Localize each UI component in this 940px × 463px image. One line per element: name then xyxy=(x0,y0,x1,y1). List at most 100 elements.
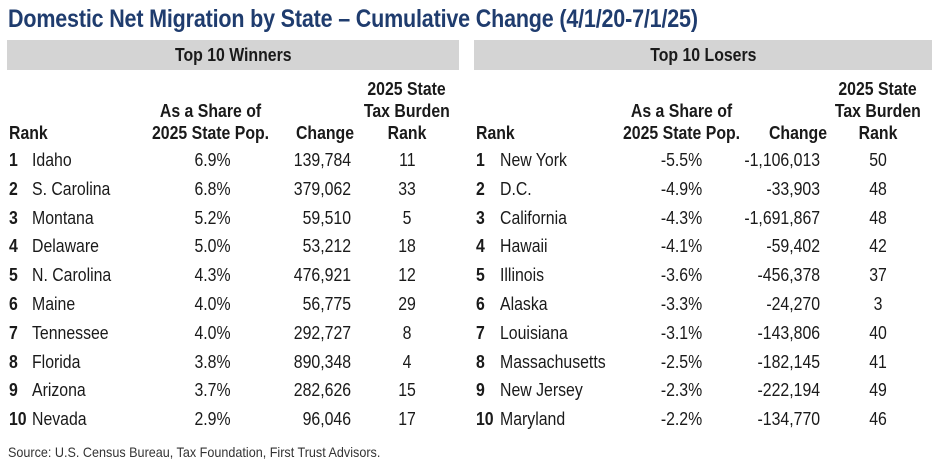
table-row: 4 Delaware 5.0% 53,212 18 xyxy=(7,232,459,261)
tax-cell: 46 xyxy=(869,409,887,430)
state-cell: Tennessee xyxy=(32,322,109,343)
rank-cell: 1 xyxy=(476,150,485,170)
rank-header: Rank xyxy=(476,123,515,143)
tax-cell: 18 xyxy=(398,236,416,257)
rank-cell: 3 xyxy=(9,207,18,228)
table-row: 1 New York -5.5% -1,106,013 50 xyxy=(474,146,932,175)
state-cell: Maryland xyxy=(500,409,566,430)
table-row: 6 Alaska -3.3% -24,270 3 xyxy=(474,290,932,319)
tax-cell: 42 xyxy=(869,236,887,257)
tax-cell: 12 xyxy=(398,265,416,286)
table-row: 8 Florida 3.8% 890,348 4 xyxy=(7,348,459,377)
state-cell: New York xyxy=(500,150,567,170)
share-cell: -5.5% xyxy=(661,150,703,170)
tax-cell: 3 xyxy=(873,293,883,314)
tax-cell: 5 xyxy=(402,207,412,228)
change-cell: 139,784 xyxy=(293,150,351,170)
change-cell: -182,145 xyxy=(757,351,820,372)
state-cell: Delaware xyxy=(32,236,99,257)
state-cell: Illinois xyxy=(500,265,545,286)
change-cell: 53,212 xyxy=(302,236,351,257)
change-cell: -143,806 xyxy=(757,322,820,343)
table-row: 7 Tennessee 4.0% 292,727 8 xyxy=(7,319,459,348)
tax-cell: 40 xyxy=(869,322,887,343)
tax-rank-header: 2025 State Tax Burden Rank xyxy=(835,79,921,143)
change-cell: 379,062 xyxy=(293,178,351,199)
losers-header: Top 10 Losers xyxy=(474,40,932,70)
share-cell: 4.3% xyxy=(194,265,232,286)
tax-cell: 8 xyxy=(402,322,412,343)
state-cell: Montana xyxy=(32,207,94,228)
change-cell: -134,770 xyxy=(757,409,820,430)
table-row: 2 S. Carolina 6.8% 379,062 33 xyxy=(7,175,459,204)
losers-title: Top 10 Losers xyxy=(649,45,757,65)
share-cell: 5.2% xyxy=(194,207,232,228)
state-cell: D.C. xyxy=(500,178,532,199)
change-cell: -1,106,013 xyxy=(744,150,820,170)
change-cell: 476,921 xyxy=(293,265,351,286)
rank-cell: 8 xyxy=(9,351,18,372)
share-cell: -4.3% xyxy=(661,207,703,228)
table-row: 1 Idaho 6.9% 139,784 11 xyxy=(7,146,459,175)
tax-cell: 33 xyxy=(398,178,416,199)
tax-cell: 48 xyxy=(869,178,887,199)
change-cell: -456,378 xyxy=(757,265,820,286)
rank-cell: 10 xyxy=(476,409,494,430)
table-row: 10 Nevada 2.9% 96,046 17 xyxy=(7,405,459,434)
change-cell: -59,402 xyxy=(766,236,820,257)
table-row: 8 Massachusetts -2.5% -182,145 41 xyxy=(474,348,932,377)
table-row: 5 N. Carolina 4.3% 476,921 12 xyxy=(7,261,459,290)
share-cell: 6.8% xyxy=(194,178,232,199)
change-cell: 292,727 xyxy=(293,322,351,343)
rank-cell: 6 xyxy=(9,293,18,314)
losers-table: Top 10 Losers Rank As a Share of 2025 St… xyxy=(474,40,932,440)
share-cell: 3.7% xyxy=(194,380,232,401)
rank-cell: 10 xyxy=(9,409,27,430)
losers-column-headers: Rank As a Share of 2025 State Pop. Chang… xyxy=(474,70,932,146)
share-cell: -2.2% xyxy=(661,409,703,430)
rank-cell: 6 xyxy=(476,293,485,314)
tax-cell: 15 xyxy=(398,380,416,401)
rank-cell: 4 xyxy=(476,236,485,257)
rank-cell: 5 xyxy=(476,265,485,286)
tax-cell: 4 xyxy=(402,351,412,372)
change-cell: -1,691,867 xyxy=(744,207,820,228)
state-cell: Arizona xyxy=(32,380,86,401)
share-cell: -4.9% xyxy=(661,178,703,199)
state-cell: New Jersey xyxy=(500,380,583,401)
winners-title: Top 10 Winners xyxy=(174,45,292,65)
winners-rows: 1 Idaho 6.9% 139,784 11 2 S. Carolina 6.8% 379,0… xyxy=(7,146,459,434)
tax-cell: 11 xyxy=(398,150,416,170)
change-cell: -33,903 xyxy=(766,178,820,199)
rank-cell: 2 xyxy=(9,178,18,199)
tax-cell: 41 xyxy=(869,351,887,372)
state-cell: Maine xyxy=(32,293,76,314)
rank-cell: 2 xyxy=(476,178,485,199)
change-header: Change xyxy=(768,123,828,143)
share-header: As a Share of 2025 State Pop. xyxy=(623,101,741,143)
rank-cell: 4 xyxy=(9,236,18,257)
table-row: 3 Montana 5.2% 59,510 5 xyxy=(7,204,459,233)
table-row: 6 Maine 4.0% 56,775 29 xyxy=(7,290,459,319)
share-cell: -2.3% xyxy=(661,380,703,401)
rank-cell: 1 xyxy=(9,150,18,170)
share-cell: 5.0% xyxy=(194,236,232,257)
change-cell: -222,194 xyxy=(757,380,820,401)
rank-cell: 7 xyxy=(476,322,485,343)
state-cell: Alaska xyxy=(500,293,548,314)
share-cell: -2.5% xyxy=(661,351,703,372)
rank-cell: 5 xyxy=(9,265,18,286)
source-note: Source: U.S. Census Bureau, Tax Foundati… xyxy=(8,444,381,460)
page-title: Domestic Net Migration by State – Cumula… xyxy=(8,5,698,33)
table-row: 4 Hawaii -4.1% -59,402 42 xyxy=(474,232,932,261)
state-cell: Nevada xyxy=(32,409,87,430)
table-row: 9 New Jersey -2.3% -222,194 49 xyxy=(474,376,932,405)
rank-header: Rank xyxy=(9,123,48,143)
share-cell: 2.9% xyxy=(194,409,232,430)
state-cell: Louisiana xyxy=(500,322,568,343)
change-cell: 56,775 xyxy=(302,293,351,314)
rank-cell: 9 xyxy=(9,380,18,401)
share-cell: 3.8% xyxy=(194,351,232,372)
share-cell: -3.1% xyxy=(661,322,703,343)
